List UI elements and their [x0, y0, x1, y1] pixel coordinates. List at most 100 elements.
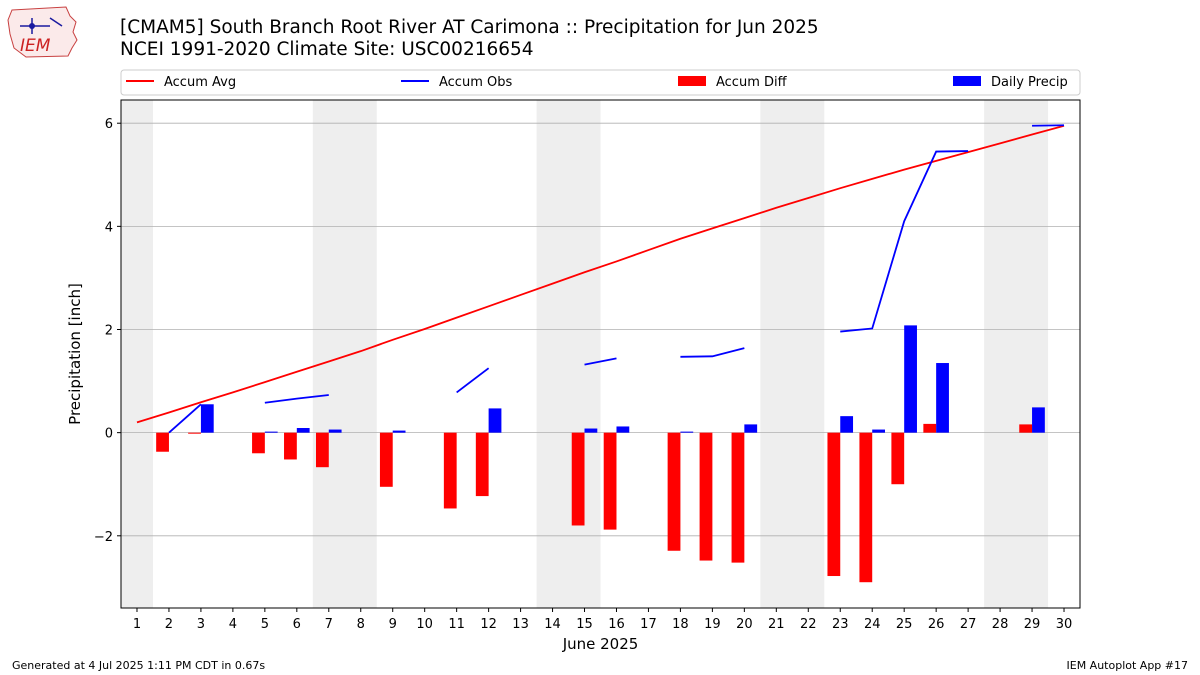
x-tick-label: 20	[736, 617, 753, 632]
x-tick-label: 12	[480, 617, 497, 632]
line-accum-obs	[168, 403, 202, 434]
x-tick-label: 17	[640, 617, 657, 632]
bar-daily-precip	[840, 416, 854, 433]
weekend-band	[760, 100, 825, 608]
x-tick-label: 6	[293, 617, 301, 632]
bar-accum-diff	[571, 432, 585, 526]
weekend-band	[121, 100, 153, 608]
legend-swatch	[953, 76, 981, 86]
x-tick-label: 28	[992, 617, 1009, 632]
x-tick-label: 16	[608, 617, 625, 632]
bar-daily-precip	[872, 429, 886, 433]
bar-daily-precip	[616, 426, 630, 433]
bar-accum-diff	[603, 432, 617, 530]
x-tick-label: 5	[261, 617, 269, 632]
x-tick-label: 26	[928, 617, 945, 632]
bar-accum-diff	[315, 432, 329, 468]
weekend-shading	[121, 100, 1049, 608]
y-tick-label: 2	[105, 324, 113, 339]
line-accum-obs	[456, 367, 490, 394]
bar-accum-diff	[252, 432, 265, 454]
weekend-band	[536, 100, 601, 608]
bar-daily-precip	[744, 424, 758, 433]
bars	[156, 325, 1045, 583]
legend-label: Daily Precip	[991, 75, 1068, 90]
x-tick-label: 21	[768, 617, 785, 632]
legend-box	[120, 69, 1081, 96]
x-tick-label: 24	[864, 617, 881, 632]
bar-daily-precip	[680, 431, 694, 433]
x-axis-label: June 2025	[562, 635, 639, 653]
line-accum-obs	[264, 394, 329, 404]
bar-daily-precip	[936, 363, 949, 433]
x-tick-label: 19	[704, 617, 721, 632]
y-axis-label: Precipitation [inch]	[66, 283, 84, 425]
x-tick-label: 4	[229, 617, 237, 632]
y-tick-label: −2	[94, 530, 113, 545]
bar-accum-diff	[379, 432, 393, 487]
bar-accum-diff	[731, 432, 745, 563]
footer-app: IEM Autoplot App #17	[1066, 659, 1189, 672]
legend-label: Accum Obs	[439, 75, 512, 90]
x-tick-label: 23	[832, 617, 849, 632]
bar-accum-diff	[699, 432, 713, 561]
bar-daily-precip	[392, 430, 406, 433]
weekend-band	[312, 100, 377, 608]
x-tick-label: 1	[133, 617, 141, 632]
x-tick-label: 22	[800, 617, 817, 632]
x-tick-label: 25	[896, 617, 913, 632]
bar-daily-precip	[488, 408, 502, 433]
legend-label: Accum Diff	[716, 75, 788, 90]
bar-accum-diff	[443, 432, 457, 509]
x-tick-label: 7	[325, 617, 333, 632]
chart-title: [CMAM5] South Branch Root River AT Carim…	[120, 17, 819, 38]
line-accum-obs	[840, 150, 969, 333]
y-tick-label: 4	[105, 220, 113, 235]
lines	[136, 124, 1065, 434]
x-tick-label: 10	[416, 617, 433, 632]
footer-generated: Generated at 4 Jul 2025 1:11 PM CDT in 0…	[12, 659, 266, 672]
x-tick-label: 9	[389, 617, 397, 632]
bar-accum-diff	[1019, 424, 1033, 433]
bar-accum-diff	[284, 432, 297, 460]
y-tick-label: 0	[105, 427, 113, 442]
x-tick-label: 2	[165, 617, 173, 632]
x-tick-label: 27	[960, 617, 977, 632]
bar-accum-diff	[475, 432, 489, 497]
bar-daily-precip	[200, 404, 214, 433]
bar-accum-diff	[188, 432, 201, 434]
bar-accum-diff	[891, 432, 905, 485]
logo-text: IEM	[20, 36, 51, 56]
bar-accum-diff	[923, 423, 937, 433]
line-accum-obs	[680, 347, 745, 358]
bar-daily-precip	[296, 428, 310, 433]
x-tick-label: 18	[672, 617, 689, 632]
x-tick-label: 30	[1056, 617, 1073, 632]
bar-accum-diff	[859, 432, 873, 583]
weekend-band	[984, 100, 1049, 608]
legend-swatch	[678, 76, 706, 86]
bar-daily-precip	[904, 325, 917, 433]
y-tick-label: 6	[105, 117, 113, 132]
legend-label: Accum Avg	[164, 75, 236, 90]
iem-logo: IEM	[6, 4, 82, 60]
x-tick-label: 13	[512, 617, 529, 632]
bar-accum-diff	[156, 432, 169, 452]
bar-accum-diff	[827, 432, 841, 577]
x-tick-label: 29	[1024, 617, 1041, 632]
bar-accum-diff	[667, 432, 681, 551]
line-accum-avg	[136, 124, 1065, 424]
line-accum-obs	[584, 357, 617, 366]
x-tick-label: 3	[197, 617, 205, 632]
x-tick-label: 14	[544, 617, 561, 632]
bar-daily-precip	[264, 431, 278, 433]
grid-lines	[121, 122, 1080, 537]
x-tick-label: 8	[357, 617, 365, 632]
plot-frame	[120, 99, 1081, 609]
x-tick-label: 11	[448, 617, 465, 632]
chart-subtitle: NCEI 1991-2020 Climate Site: USC00216654	[120, 39, 534, 60]
bar-daily-precip	[328, 429, 342, 433]
bar-daily-precip	[1032, 407, 1045, 433]
